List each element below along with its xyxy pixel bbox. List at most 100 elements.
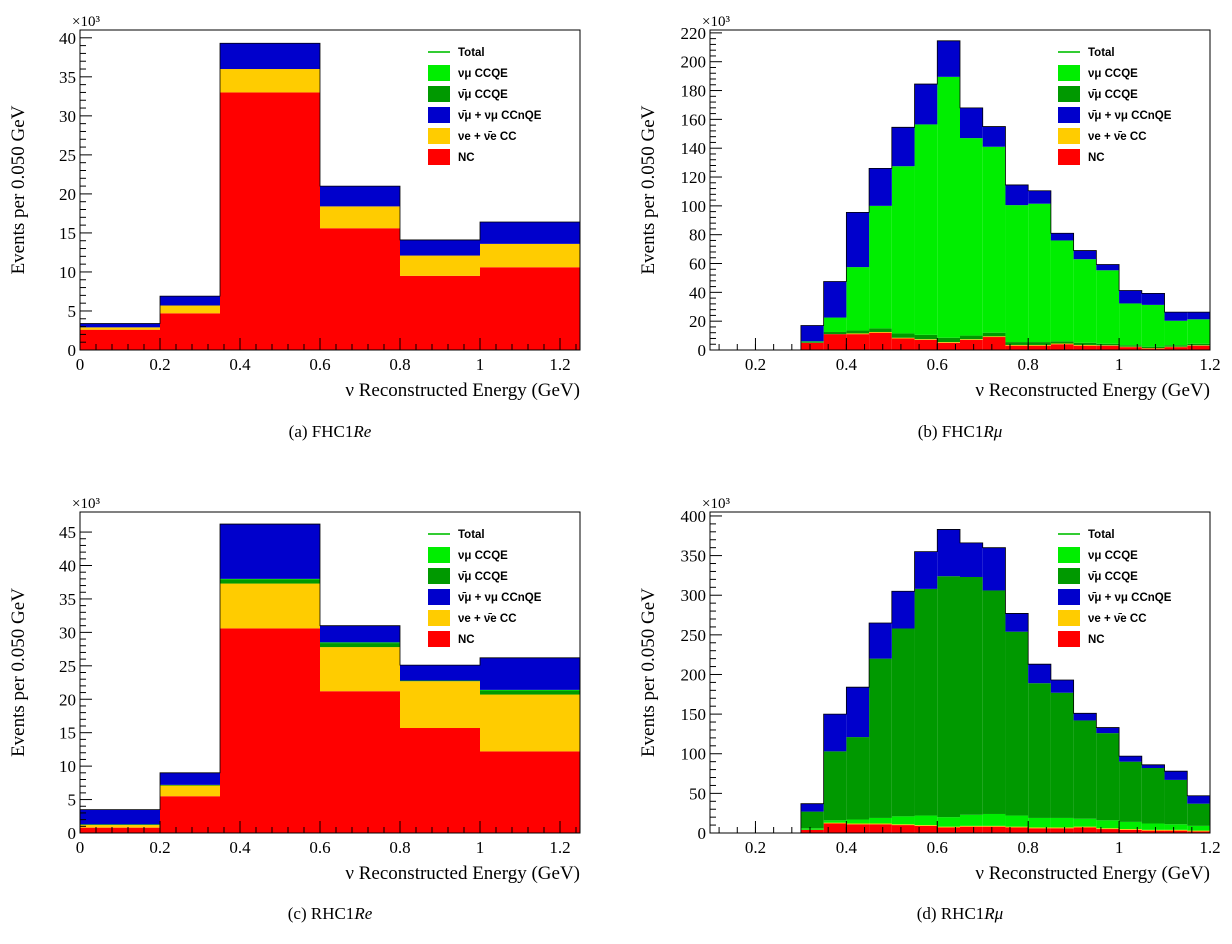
bar-numu_CCQE-4 <box>800 341 824 343</box>
bar-anumu_CCQE-17 <box>1096 733 1120 821</box>
y-tick-label: 20 <box>59 185 76 204</box>
x-tick-label: 0.8 <box>1018 355 1039 374</box>
bar-anumu_CCQE-19 <box>1141 346 1165 349</box>
bar-nue_CC-15 <box>1050 827 1074 829</box>
y-tick-label: 120 <box>681 168 707 187</box>
y-tick-label: 400 <box>681 507 707 526</box>
bar-numu_CCQE-19 <box>1141 823 1165 830</box>
bar-anumu_CCQE-13 <box>1005 631 1029 816</box>
legend-label-Total: Total <box>1088 529 1115 541</box>
x-axis-title: ν Reconstructed Energy (GeV) <box>975 863 1210 884</box>
bar-CCnQE-21 <box>1187 795 1210 804</box>
bar-NC-8 <box>891 338 915 350</box>
bar-numu_CCQE-8 <box>891 166 915 334</box>
bar-numu_CCQE-16 <box>1073 259 1097 343</box>
stacked-bars <box>80 524 580 833</box>
total-outline <box>80 42 580 324</box>
bar-nue_CC-13 <box>1005 344 1029 346</box>
bar-CCnQE-12 <box>982 547 1006 591</box>
bar-anumu_CCQE-12 <box>982 332 1006 337</box>
y-tick-label: 20 <box>59 690 76 709</box>
bar-NC-11 <box>960 826 983 833</box>
bar-numu_CCQE-21 <box>1187 319 1210 344</box>
bar-CCnQE-5 <box>480 222 580 244</box>
x-axis: 0.2 0.4 0.6 0.8 1 1.2 ν Reconstructed Energy (… <box>718 821 1221 884</box>
bar-NC-17 <box>1096 829 1120 833</box>
bar-anumu_CCQE-13 <box>1005 342 1029 345</box>
y-tick-label: 30 <box>59 107 76 126</box>
x-tick-label: 1 <box>1115 355 1124 374</box>
bar-anumu_CCQE-3 <box>320 643 400 648</box>
y-tick-label: 0 <box>68 341 77 360</box>
bar-nue_CC-4 <box>400 255 480 276</box>
y-axis: 0 5 10 15 20 25 30 35 40 45 ×10³ Events per 0.050 G… <box>8 496 100 843</box>
bar-nue_CC-5 <box>480 694 580 752</box>
bar-CCnQE-1 <box>160 296 220 306</box>
bar-CCnQE-0 <box>80 323 160 328</box>
legend-label-nue_CC: νe + ν̄e CC <box>458 613 517 625</box>
legend-label-NC: NC <box>458 152 475 164</box>
bar-NC-5 <box>823 823 847 833</box>
bar-anumu_CCQE-4 <box>400 680 480 682</box>
bar-NC-4 <box>400 728 480 833</box>
bar-NC-5 <box>480 267 580 350</box>
y-tick-label: 350 <box>681 547 707 566</box>
bar-numu_CCQE-9 <box>914 124 938 335</box>
legend-label-numu_CCQE: νμ CCQE <box>1088 550 1138 562</box>
bar-nue_CC-11 <box>960 825 983 827</box>
bar-NC-16 <box>1073 827 1097 833</box>
y-axis: 0 50 100 150 200 250 300 350 400×10³ Events per 0… <box>638 496 730 843</box>
legend-label-anumu_CCQE: ν̄μ CCQE <box>1088 89 1138 101</box>
bar-NC-1 <box>160 796 220 833</box>
bar-numu_CCQE-14 <box>1028 203 1051 343</box>
bar-anumu_CCQE-6 <box>846 330 870 334</box>
bar-nue_CC-0 <box>80 327 160 330</box>
legend-swatch-nue_CC <box>428 610 450 626</box>
y-tick-label: 0 <box>698 824 707 843</box>
y-tick-label: 200 <box>681 665 707 684</box>
y-tick-label: 140 <box>681 139 707 158</box>
bar-nue_CC-1 <box>160 785 220 797</box>
y-tick-label: 10 <box>59 757 76 776</box>
bar-NC-20 <box>1164 830 1188 833</box>
bar-NC-8 <box>891 825 915 833</box>
bar-CCnQE-5 <box>823 281 847 318</box>
y-tick-label: 10 <box>59 263 76 282</box>
y-tick-label: 25 <box>59 146 76 165</box>
x-tick-label: 0.8 <box>389 838 410 857</box>
bar-CCnQE-9 <box>914 551 938 589</box>
total-outline <box>80 523 580 810</box>
bar-CCnQE-4 <box>800 325 824 342</box>
bar-CCnQE-14 <box>1028 190 1051 204</box>
bar-CCnQE-2 <box>220 524 320 579</box>
x-tick-label: 0.4 <box>836 355 858 374</box>
bar-numu_CCQE-12 <box>982 146 1006 333</box>
stacked-bars <box>800 40 1210 350</box>
bar-nue_CC-8 <box>891 337 915 339</box>
bar-NC-12 <box>982 337 1006 350</box>
bar-anumu_CCQE-9 <box>914 588 938 816</box>
bar-anumu_CCQE-19 <box>1141 768 1165 824</box>
y-axis-title: Events per 0.050 GeV <box>8 588 29 757</box>
bar-NC-19 <box>1141 830 1165 833</box>
bar-nue_CC-6 <box>846 333 870 335</box>
bar-NC-21 <box>1187 831 1210 833</box>
y-tick-label: 60 <box>689 255 706 274</box>
bar-NC-9 <box>914 825 938 833</box>
legend: Total νμ CCQE ν̄μ CCQE ν̄μ + νμ CCnQE νe + ν… <box>428 529 542 647</box>
legend-label-nue_CC: νe + ν̄e CC <box>1088 613 1147 625</box>
bar-numu_CCQE-15 <box>1050 240 1074 342</box>
bar-numu_CCQE-5 <box>480 689 580 691</box>
caption-b-italic: Rμ <box>983 422 1003 441</box>
bar-anumu_CCQE-14 <box>1028 683 1051 818</box>
bar-CCnQE-11 <box>960 542 983 577</box>
bar-numu_CCQE-11 <box>960 138 983 336</box>
y-tick-label: 40 <box>59 29 76 48</box>
bar-CCnQE-13 <box>1005 613 1029 632</box>
bar-NC-9 <box>914 339 938 350</box>
bar-nue_CC-14 <box>1028 344 1051 346</box>
bar-nue_CC-9 <box>914 825 938 826</box>
x-tick-label: 0.8 <box>389 355 410 374</box>
bar-nue_CC-21 <box>1187 830 1210 832</box>
y-tick-label: 35 <box>59 68 76 87</box>
